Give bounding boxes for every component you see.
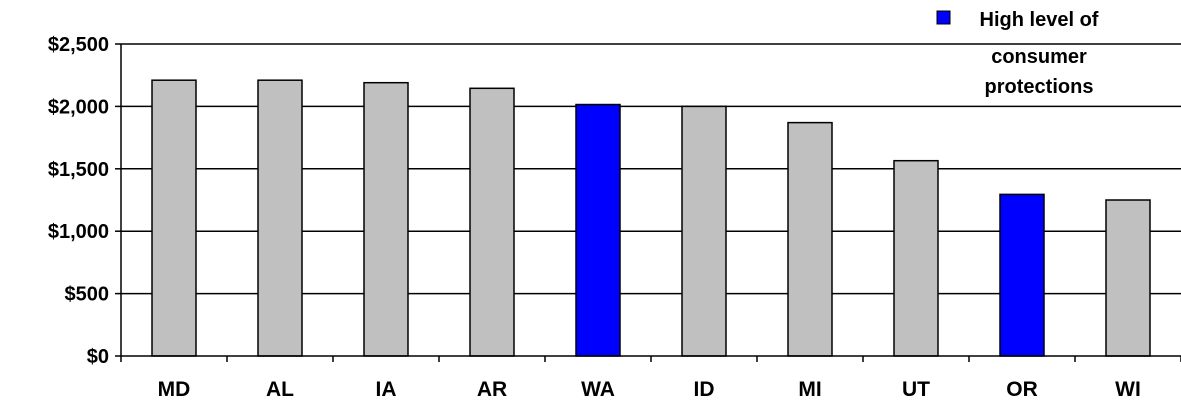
y-tick-label: $2,000 [48,96,109,118]
y-tick-label: $2,500 [48,34,109,56]
bar [257,79,303,357]
x-tick-label: MI [798,378,821,401]
legend-label-line-2: consumer [991,46,1087,68]
x-tick-label: AL [266,378,294,401]
x-tick-label: WI [1115,378,1141,401]
x-tick-label: IA [376,378,397,401]
bar [363,81,409,357]
y-tick-label: $1,500 [48,159,109,181]
legend: High level of consumer protections [936,9,1099,98]
legend-swatch [936,10,951,25]
bar-highlighted [575,103,621,357]
x-tick-label: ID [694,378,715,401]
x-tick-label: OR [1006,378,1038,401]
x-tick-label: AR [477,378,507,401]
bar [787,121,833,357]
y-tick-label: $500 [65,284,110,306]
legend-label-line-1: High level of [980,9,1099,31]
bar [469,87,515,357]
bar [681,105,727,357]
axes [115,43,1181,362]
y-tick-labels: $0 $500 $1,000 $1,500 $2,000 $2,500 [48,34,109,368]
bar [1105,199,1151,357]
x-tick-labels: MD AL IA AR WA ID MI UT OR WI [158,378,1141,401]
x-tick-label: MD [158,378,191,401]
bars [151,79,1151,357]
legend-label-line-3: protections [985,76,1094,98]
x-tick-label: WA [581,378,615,401]
y-tick-label: $0 [87,346,109,368]
x-tick-label: UT [902,378,930,401]
bar [151,79,197,357]
bar-highlighted [999,193,1045,357]
y-tick-label: $1,000 [48,221,109,243]
bar [893,159,939,357]
